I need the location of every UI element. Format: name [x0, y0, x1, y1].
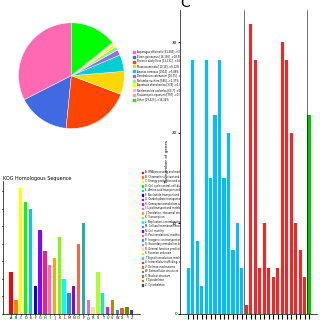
Wedge shape — [19, 23, 71, 100]
Bar — [101, 292, 104, 314]
Bar — [231, 250, 235, 314]
Bar — [196, 241, 199, 314]
Wedge shape — [71, 23, 113, 76]
Bar — [249, 24, 252, 314]
Bar — [254, 60, 257, 314]
Bar — [227, 133, 230, 314]
Text: KOG Homologous Sequence: KOG Homologous Sequence — [3, 176, 72, 181]
Bar — [245, 305, 248, 314]
Bar — [48, 265, 51, 314]
Bar — [87, 300, 90, 314]
Wedge shape — [71, 71, 124, 94]
Wedge shape — [71, 43, 113, 76]
Bar — [130, 310, 133, 314]
Bar — [120, 308, 124, 314]
Bar — [53, 258, 56, 314]
Bar — [303, 277, 306, 314]
Bar — [116, 310, 119, 314]
Bar — [58, 237, 61, 314]
Bar — [218, 60, 221, 314]
Text: C: C — [180, 0, 190, 10]
Bar — [38, 230, 42, 314]
Wedge shape — [66, 76, 121, 129]
Legend: Asparagus officinalis [31,303] ->37.44%, Elaeis guineensis [16,156] ->18.30%, Ph: Asparagus officinalis [31,303] ->37.44%,… — [132, 49, 190, 102]
Bar — [82, 223, 85, 314]
Bar — [14, 300, 18, 314]
Bar — [222, 178, 226, 314]
Y-axis label: The number of genes: The number of genes — [165, 140, 169, 184]
Wedge shape — [71, 44, 116, 76]
Bar — [29, 209, 32, 314]
Wedge shape — [71, 47, 117, 76]
Bar — [24, 202, 27, 314]
Bar — [200, 286, 203, 314]
Bar — [209, 178, 212, 314]
Bar — [187, 268, 190, 314]
Bar — [67, 292, 71, 314]
Bar — [263, 223, 266, 314]
Bar — [294, 223, 297, 314]
Bar — [106, 307, 109, 314]
Bar — [111, 300, 114, 314]
Bar — [236, 223, 239, 314]
Bar — [258, 268, 261, 314]
Bar — [240, 268, 244, 314]
Bar — [204, 60, 208, 314]
Wedge shape — [71, 55, 124, 76]
Bar — [19, 188, 22, 314]
Bar — [77, 244, 80, 314]
Bar — [272, 277, 275, 314]
Bar — [9, 272, 13, 314]
Bar — [125, 307, 129, 314]
Bar — [285, 60, 288, 314]
Bar — [290, 133, 293, 314]
Bar — [213, 115, 217, 314]
Bar — [281, 42, 284, 314]
Legend: A: RNA processing and modification, B: Chromatin structure and dynamics, C: Ener: A: RNA processing and modification, B: C… — [141, 170, 228, 288]
Wedge shape — [71, 50, 120, 76]
Bar — [43, 251, 46, 314]
Bar — [92, 307, 95, 314]
Bar — [72, 286, 76, 314]
Wedge shape — [71, 44, 114, 76]
Bar — [62, 279, 66, 314]
Bar — [34, 286, 37, 314]
Bar — [276, 268, 279, 314]
Bar — [96, 272, 100, 314]
Bar — [299, 250, 302, 314]
Wedge shape — [24, 76, 71, 128]
Bar — [191, 60, 194, 314]
Bar — [267, 268, 270, 314]
Bar — [308, 115, 311, 314]
